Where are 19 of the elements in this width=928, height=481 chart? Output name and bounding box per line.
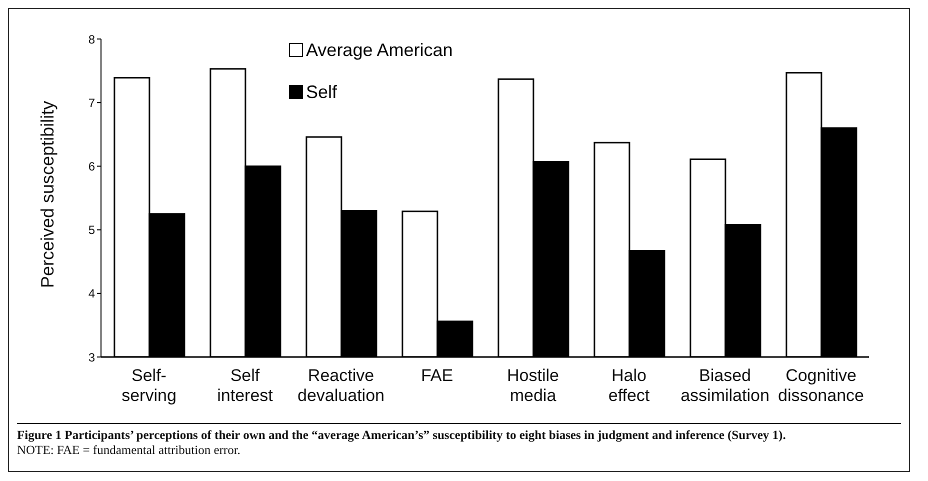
x-tick-label: Self interest <box>217 366 274 405</box>
legend-label: Self <box>306 82 338 102</box>
text: NOTE: FAE = fundamental attribution error. <box>17 443 242 458</box>
x-tick-label: Reactive devaluation <box>298 366 384 405</box>
y-tick-label: 6 <box>88 159 96 174</box>
y-axis-title: Perceived susceptibility <box>37 100 58 288</box>
legend-label: Average American <box>306 40 453 60</box>
y-tick-label: 3 <box>88 350 96 364</box>
y-tick-label: 8 <box>88 32 96 46</box>
x-tick-label: Halo effect <box>608 366 650 405</box>
y-tick-label: 4 <box>88 286 96 301</box>
caption: Figure 1 Participants’ perceptions of their own and the “average American’s” susceptibility to eight biases in judgment and inference (Survey 1). <box>17 428 787 443</box>
x-tick-label: FAE <box>420 366 454 385</box>
x-tick-label: Hostile media <box>507 366 559 405</box>
x-tick-label: Biased assimilation <box>680 366 770 405</box>
y-tick-label: 7 <box>88 96 96 110</box>
x-tick-label: Self-serving <box>122 366 176 405</box>
y-tick-label: 5 <box>88 223 96 238</box>
x-tick-label: Cognitive dissonance <box>778 366 864 405</box>
